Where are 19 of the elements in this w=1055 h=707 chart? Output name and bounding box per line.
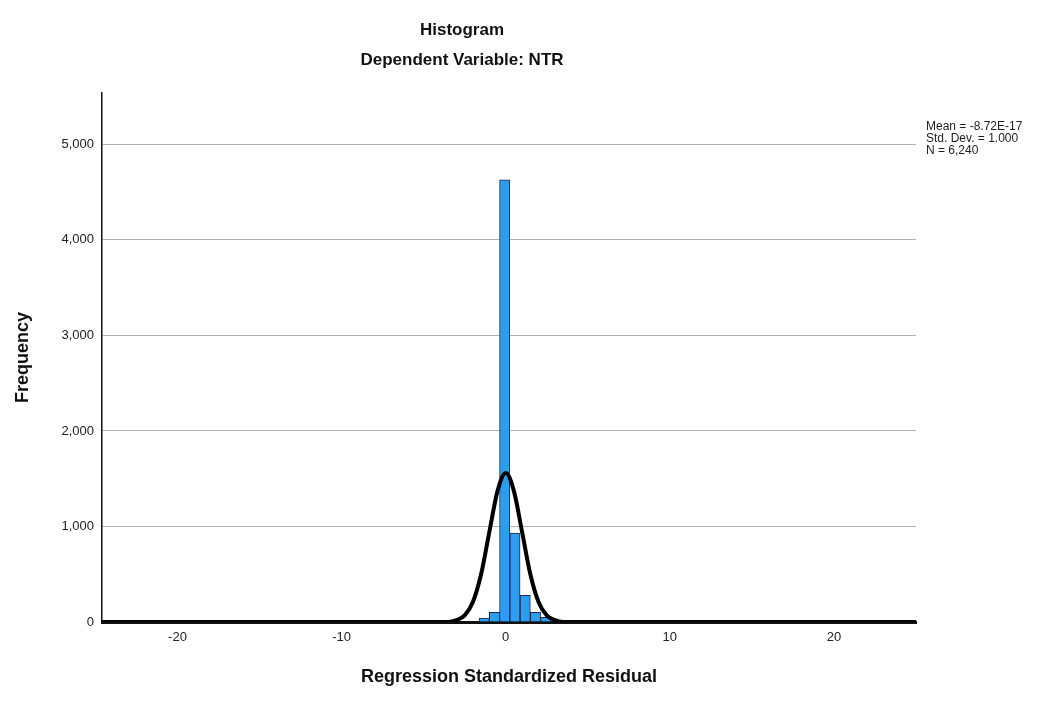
y-tick-label: 0: [86, 613, 94, 629]
x-tick-label: 20: [826, 629, 842, 645]
chart-title: Histogram: [419, 19, 505, 39]
chart-subtitle: Dependent Variable: NTR: [360, 50, 564, 70]
y-tick-label: 1,000: [61, 518, 94, 534]
y-tick-label: 4,000: [61, 231, 94, 247]
x-tick-label: 0: [502, 629, 510, 645]
text: Mean = -8.72E-17: [926, 119, 1023, 134]
line-series: [102, 470, 916, 622]
x-tick-label: -20: [168, 629, 187, 645]
y-tick-label: 2,000: [61, 422, 94, 438]
y-tick-label: 3,000: [61, 327, 94, 343]
x-tick-label: -10: [332, 629, 351, 645]
x-axis-title: Regression Standardized Residual: [360, 666, 658, 687]
y-tick-label: 5,000: [61, 135, 94, 151]
text: N = 6,240: [926, 143, 979, 158]
text: Std. Dev. = 1.000: [926, 131, 1019, 146]
x-tick-label: 10: [662, 629, 678, 645]
y-axis-title: Frequency: [11, 311, 32, 403]
